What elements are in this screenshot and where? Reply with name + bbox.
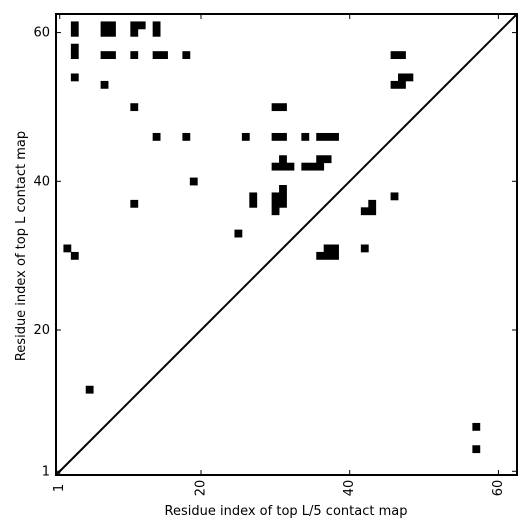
contact-cell-top-l <box>137 21 146 30</box>
contact-cell-top-l <box>271 132 280 141</box>
contact-cell-top-l <box>390 192 399 201</box>
contact-cell-top-l <box>331 132 339 141</box>
contact-cell-top-l <box>271 162 280 171</box>
contact-cell-top-l <box>323 244 332 253</box>
contact-cell-top-l <box>249 199 258 208</box>
x-tick-label: 20 <box>193 480 208 497</box>
contact-cell-top-l <box>316 132 325 141</box>
contact-cell-top-l <box>70 73 79 82</box>
contact-cell-top-l <box>323 155 332 164</box>
y-tick-label: 20 <box>33 323 50 338</box>
contact-cell-top-l <box>160 51 168 60</box>
contact-cell-top-l <box>286 162 295 171</box>
contact-cell-top-l <box>301 132 310 141</box>
contact-cell-top-l <box>316 162 325 171</box>
contact-cell-top-l <box>152 51 161 60</box>
contact-cell-top-l <box>390 80 399 89</box>
contact-cell-top-l <box>241 132 250 141</box>
contact-cell-top-l <box>152 132 161 141</box>
contact-cell-top-l <box>331 251 339 260</box>
contact-cell-top-l <box>108 21 116 30</box>
contact-cell-top-l <box>279 192 287 201</box>
contact-cell-top-l <box>368 207 377 216</box>
contact-cell-top-l <box>108 51 116 60</box>
contact-cell-top-l <box>360 207 369 216</box>
contact-cell-top-l5 <box>472 445 481 454</box>
contact-cell-top-l <box>70 28 79 37</box>
diagonal-line <box>55 13 518 476</box>
contact-cell-top-l <box>70 51 79 60</box>
contact-cell-top-l <box>316 155 325 164</box>
y-tick-label: 1 <box>42 464 50 479</box>
x-tick-label: 1 <box>52 484 67 492</box>
contact-cell-top-l <box>331 244 339 253</box>
contact-cell-top-l <box>182 51 191 60</box>
contact-cell-top-l <box>323 132 332 141</box>
contact-cell-top-l <box>405 73 414 82</box>
y-tick-label: 40 <box>33 174 50 189</box>
contact-cell-top-l <box>100 51 109 60</box>
contact-cell-top-l <box>70 43 79 52</box>
contact-cell-top-l <box>279 162 287 171</box>
x-tick-label: 60 <box>491 480 506 497</box>
contact-cell-top-l <box>130 51 139 60</box>
contact-cell-top-l <box>152 28 161 37</box>
contact-cell-top-l <box>70 21 79 30</box>
contact-cell-top-l <box>130 199 139 208</box>
contact-cell-top-l <box>130 28 139 37</box>
contact-cell-top-l <box>323 251 332 260</box>
contact-cell-top-l <box>279 103 287 112</box>
contact-cell-top-l <box>249 192 258 201</box>
contact-cell-top-l <box>368 199 377 208</box>
contact-cell-top-l <box>189 177 198 186</box>
contact-cell-top-l <box>279 185 287 193</box>
contact-cell-top-l <box>316 251 325 260</box>
contact-cell-top-l <box>279 199 287 208</box>
contact-cell-top-l <box>130 103 139 112</box>
contact-cell-top-l <box>279 155 287 164</box>
contact-cell-top-l <box>100 28 109 37</box>
contact-cells <box>63 21 481 454</box>
contact-cell-top-l <box>108 28 116 37</box>
contact-cell-top-l <box>360 244 369 253</box>
contact-cell-top-l <box>182 132 191 141</box>
x-axis-label: Residue index of top L/5 contact map <box>165 504 408 519</box>
contact-cell-top-l5 <box>85 385 94 394</box>
contact-cell-top-l <box>308 162 317 171</box>
contact-cell-top-l <box>398 80 406 89</box>
contact-cell-top-l5 <box>70 251 79 260</box>
y-axis-ticks: 1 20 40 60 <box>33 26 517 479</box>
plot-frame <box>55 13 518 476</box>
y-axis-label: Residue index of top L contact map <box>14 131 29 361</box>
contact-cell-top-l <box>271 199 280 208</box>
contact-cell-top-l <box>234 229 243 238</box>
y-tick-label: 60 <box>33 26 50 41</box>
contact-cell-top-l <box>271 192 280 201</box>
contact-cell-top-l <box>100 80 109 89</box>
contact-cell-top-l <box>398 73 406 82</box>
x-tick-label: 40 <box>342 480 357 497</box>
contact-cell-top-l5 <box>63 244 72 253</box>
contact-cell-top-l <box>390 51 399 60</box>
x-axis-ticks: 1 20 40 60 <box>52 14 506 496</box>
contact-cell-top-l <box>301 162 310 171</box>
contact-cell-top-l <box>100 21 109 30</box>
contact-cell-top-l5 <box>472 422 481 431</box>
contact-cell-top-l <box>152 21 161 30</box>
contact-cell-top-l <box>398 51 406 60</box>
contact-cell-top-l <box>271 207 280 216</box>
contact-cell-top-l <box>130 21 139 30</box>
contact-cell-top-l <box>271 103 280 112</box>
contact-cell-top-l <box>279 132 287 141</box>
